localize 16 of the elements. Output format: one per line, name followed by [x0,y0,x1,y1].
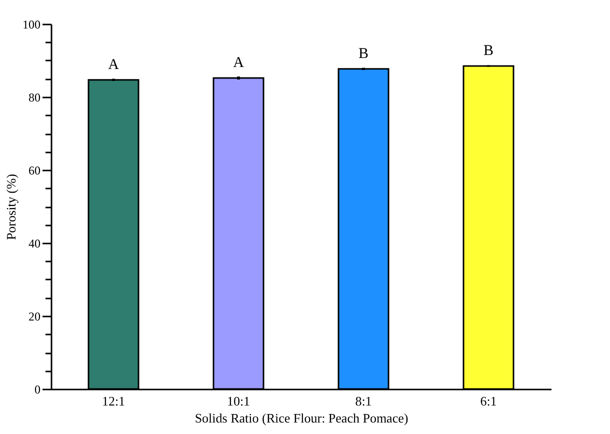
y-tick-label: 80 [28,90,40,104]
annotation: A [108,56,120,73]
y-tick-label: 60 [28,164,40,178]
x-tick-label: 8:1 [355,394,372,408]
y-tick-label: 100 [22,18,40,32]
x-axis-title: Solids Ratio (Rice Flour: Peach Pomace) [194,410,408,426]
y-tick-label: 40 [28,236,40,250]
annotation: B [483,42,494,59]
y-tick-label: 0 [34,382,40,396]
annotation: A [233,55,244,72]
x-tick-label: 12:1 [102,394,126,408]
y-axis-title: Porosity (%) [4,174,18,240]
x-tick-label: 10:1 [226,394,250,408]
annotation: B [358,46,369,62]
y-tick-label: 20 [28,310,40,324]
x-tick-label: 6:1 [480,394,497,408]
